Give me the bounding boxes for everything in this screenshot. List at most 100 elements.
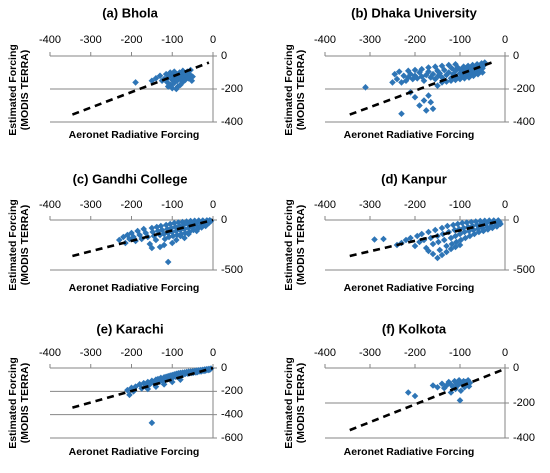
- data-point: [418, 230, 426, 238]
- x-axis-label: Aeronet Radiative Forcing: [344, 282, 475, 294]
- data-point: [425, 68, 432, 75]
- fit-line: [72, 218, 214, 258]
- data-point: [479, 69, 486, 76]
- data-point: [404, 67, 412, 75]
- data-point: [461, 74, 468, 82]
- x-axis-label: Aeronet Radiative Forcing: [344, 446, 475, 458]
- x-tick-label: -300: [80, 347, 102, 359]
- data-point: [144, 385, 152, 393]
- x-tick-label: -200: [404, 199, 426, 211]
- chart-title: (e) Karachi: [96, 321, 163, 336]
- x-tick-label: 0: [210, 347, 216, 359]
- x-axis-label: Aeronet Radiative Forcing: [69, 129, 200, 141]
- y-axis-label-line: Estimated Forcing: [283, 44, 295, 136]
- data-point: [438, 62, 446, 70]
- data-point: [398, 110, 405, 118]
- chart-panel-5: (e) Karachi -400 -300 -200 -100 00 -200 -400 -60…: [7, 321, 243, 457]
- chart-title: (f) Kolkota: [382, 321, 447, 336]
- data-point: [456, 241, 464, 249]
- x-tick-label: -400: [314, 347, 336, 359]
- data-point: [124, 386, 131, 394]
- x-tick-label: -300: [359, 347, 381, 359]
- x-tick-label: -400: [39, 347, 61, 359]
- data-point: [425, 247, 432, 255]
- y-axis-label-line: (MODIS TERRA): [295, 205, 307, 286]
- data-point: [207, 365, 215, 372]
- data-point: [416, 102, 423, 109]
- y-axis-label-line: Estimated Forcing: [283, 199, 295, 291]
- data-point: [471, 230, 478, 238]
- x-tick-label: -400: [39, 34, 61, 46]
- data-point: [177, 75, 184, 83]
- y-axis-label-line: (MODIS TERRA): [295, 50, 307, 131]
- y-tick-label: -500: [221, 264, 243, 276]
- data-point: [418, 65, 426, 73]
- x-tick-label: -400: [39, 199, 61, 211]
- y-tick-label: -200: [221, 385, 243, 397]
- x-tick-label: -100: [161, 199, 183, 211]
- y-tick-label: 0: [513, 214, 519, 226]
- data-point: [371, 236, 378, 243]
- data-point: [173, 236, 180, 244]
- data-point: [393, 75, 401, 83]
- data-point: [389, 79, 396, 86]
- data-point: [162, 70, 170, 78]
- data-point: [434, 254, 441, 262]
- data-point: [457, 66, 465, 74]
- data-point: [425, 92, 432, 99]
- data-point: [429, 105, 437, 113]
- y-tick-label: -400: [221, 409, 243, 421]
- data-point: [457, 387, 465, 395]
- data-point: [439, 230, 447, 238]
- x-tick-label: -200: [404, 34, 426, 46]
- data-point: [480, 227, 487, 235]
- x-tick-label: 0: [502, 34, 508, 46]
- y-tick-label: 0: [513, 362, 519, 374]
- data-point: [152, 236, 160, 244]
- fit-line: [71, 61, 210, 116]
- chart-title: (b) Dhaka University: [351, 5, 477, 20]
- data-point: [189, 73, 196, 80]
- data-point: [380, 235, 387, 243]
- data-point: [434, 383, 441, 391]
- x-tick-label: 0: [502, 347, 508, 359]
- x-tick-label: -300: [359, 199, 381, 211]
- data-point: [152, 74, 160, 82]
- y-tick-label: -600: [221, 432, 243, 444]
- data-point: [458, 219, 466, 227]
- data-point: [174, 83, 182, 90]
- y-axis-label: Estimated Forcing (MODIS TERRA): [7, 44, 31, 136]
- data-point: [480, 62, 487, 70]
- data-point: [435, 72, 442, 80]
- data-point: [181, 76, 189, 84]
- data-point: [457, 236, 465, 244]
- data-point: [440, 236, 448, 244]
- data-point: [391, 70, 399, 78]
- y-axis-label-line: (MODIS TERRA): [19, 363, 31, 444]
- data-point: [429, 240, 437, 248]
- data-point: [425, 228, 432, 236]
- chart-title: (d) Kanpur: [381, 171, 447, 186]
- data-point: [148, 419, 156, 427]
- y-tick-label: -400: [513, 432, 535, 444]
- y-axis-label-line: Estimated Forcing: [7, 44, 19, 136]
- x-tick-label: -200: [120, 199, 142, 211]
- data-point: [452, 60, 459, 68]
- x-tick-label: 0: [210, 199, 216, 211]
- data-point: [404, 389, 412, 396]
- data-point: [126, 391, 133, 399]
- data-point: [173, 85, 180, 93]
- data-point: [171, 74, 179, 82]
- data-point: [453, 238, 460, 246]
- data-point: [436, 246, 444, 254]
- data-point: [154, 375, 162, 383]
- x-tick-label: -100: [161, 34, 183, 46]
- x-axis-label: Aeronet Radiative Forcing: [344, 129, 475, 141]
- data-point: [462, 65, 469, 73]
- data-point: [193, 227, 200, 235]
- data-point: [454, 220, 462, 228]
- data-point: [362, 84, 369, 91]
- data-point: [411, 93, 419, 101]
- data-point: [188, 77, 196, 85]
- data-point: [395, 68, 403, 75]
